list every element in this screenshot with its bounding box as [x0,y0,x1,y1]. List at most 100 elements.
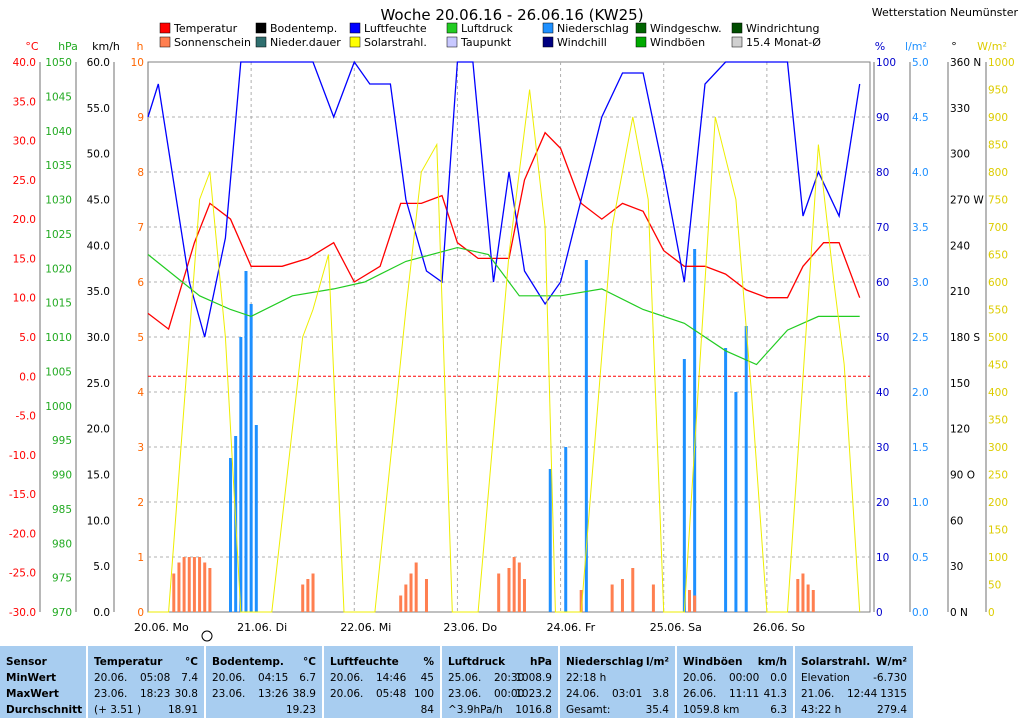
stat-cell: 13:26 [258,688,289,700]
tick-label-rain: 2.5 [912,332,929,344]
stat-cell: 1016.8 [515,704,552,716]
tick-label-press: 1045 [45,91,72,103]
tick-label-press: 1015 [45,298,72,310]
precip-bar [254,425,258,612]
stat-cell: 20.06. [212,672,246,684]
tick-label-dir: 300 [950,149,970,161]
stat-header: Temperatur °C [92,654,200,670]
tick-label-temp: 35.0 [13,96,36,108]
tick-label-hum: 30 [876,442,889,454]
tick-label-wind: 20.0 [87,424,110,436]
stat-cell: 1023.2 [515,688,552,700]
stat-cell: 24.06. [566,688,600,700]
tick-label-solar: 1000 [988,57,1015,69]
tick-label-temp: 40.0 [13,57,36,69]
stat-unit: W/m² [876,656,907,668]
tick-label-solar: 50 [988,580,1001,592]
sunshine-bar [208,568,212,612]
stat-block: Bodentemp. °C 20.06. 04:15 6.7 23.06. 13:26 38.… [206,646,322,718]
stat-cell: 6.3 [770,704,787,716]
tick-label-hum: 10 [876,552,889,564]
tick-label-rain: 0.0 [912,607,929,619]
tick-label-press: 980 [52,538,72,550]
stat-unit: °C [185,656,198,668]
sunshine-bar [306,579,310,612]
sunshine-bar [187,557,191,612]
day-label: 22.06. Mi [340,621,391,634]
stat-row: 25.06. 20:30 1008.9 [446,670,554,686]
sunshine-bar [404,584,408,612]
legend-swatch [542,36,554,48]
legend-swatch [635,36,647,48]
tick-label-rain: 5.0 [912,57,929,69]
legend-swatch [731,22,743,34]
tick-label-wind: 60.0 [87,57,110,69]
stat-cell: 23.06. [94,688,128,700]
stat-cell: 0.0 [770,672,787,684]
sunshine-bar [811,590,815,612]
stat-row: 1059.8 km 6.3 [681,702,789,718]
stat-unit: l/m² [646,656,669,668]
stat-row: 20.06. 14:46 45 [328,670,436,686]
tick-label-solar: 750 [988,195,1008,207]
sunshine-bar [688,590,691,612]
stat-cell: 26.06. [683,688,717,700]
tick-label-hum: 50 [876,332,889,344]
stat-cell: 19.23 [285,704,316,716]
axis-unit-dir: ° [951,40,957,53]
legend-swatch [255,22,267,34]
stat-cell: 1059.8 km [683,704,740,716]
sunshine-bar [414,562,418,612]
stat-cell: 05:48 [376,688,407,700]
stat-cell: 3.8 [652,688,669,700]
sunshine-bar [172,573,176,612]
series-line [148,89,861,613]
tick-label-dir: 330 [950,103,970,115]
tick-label-dir: 240 [950,240,970,252]
tick-label-wind: 15.0 [87,470,110,482]
tick-label-solar: 600 [988,277,1008,289]
tick-label-rain: 4.0 [912,167,929,179]
axis-unit-wind: km/h [92,40,120,53]
stat-header: Luftdruck hPa [446,654,554,670]
tick-label-wind: 40.0 [87,240,110,252]
sunshine-bar [631,568,635,612]
tick-label-solar: 500 [988,332,1008,344]
stat-block: Solarstrahl. W/m² Elevation -6.730 21.06. 12:… [795,646,913,718]
legend-label: Bodentemp. [270,22,337,35]
tick-label-press: 985 [52,504,72,516]
stat-cell: 22:18 h [566,672,607,684]
tick-label-sun: 3 [137,442,144,454]
sunshine-bar [522,579,526,612]
sunshine-bar [796,579,800,612]
tick-label-hum: 40 [876,387,889,399]
legend-label: Windböen [650,36,705,49]
legend-label: 15.4 Monat-Ø [746,36,821,49]
tick-label-dir: 180 S [950,332,980,344]
sunshine-bar [497,573,501,612]
tick-label-rain: 3.0 [912,277,929,289]
stat-cell: 23.06. [212,688,246,700]
stat-cell: MaxWert [6,688,59,700]
stat-header: Sensor [4,654,82,670]
tick-label-dir: 0 N [950,607,968,619]
stat-header: Niederschlag l/m² [564,654,671,670]
sunshine-bar [177,562,181,612]
stat-cell: 45 [420,672,434,684]
stat-row: 23.06. 00:00 1023.2 [446,686,554,702]
sunshine-bar [693,595,697,612]
tick-label-rain: 2.0 [912,387,929,399]
legend-swatch [542,22,554,34]
stat-cell: 04:15 [258,672,289,684]
tick-label-solar: 100 [988,552,1008,564]
stat-row: 19.23 [210,702,318,718]
stat-title: Solarstrahl. [801,656,871,668]
sunshine-bar [399,595,403,612]
stat-cell: 21.06. [801,688,835,700]
tick-label-temp: -30.0 [9,607,36,619]
tick-label-wind: 50.0 [87,149,110,161]
tick-label-wind: 5.0 [93,561,110,573]
legend-swatch [446,36,458,48]
sunshine-bar [198,557,202,612]
stat-cell: 20.06. [683,672,717,684]
